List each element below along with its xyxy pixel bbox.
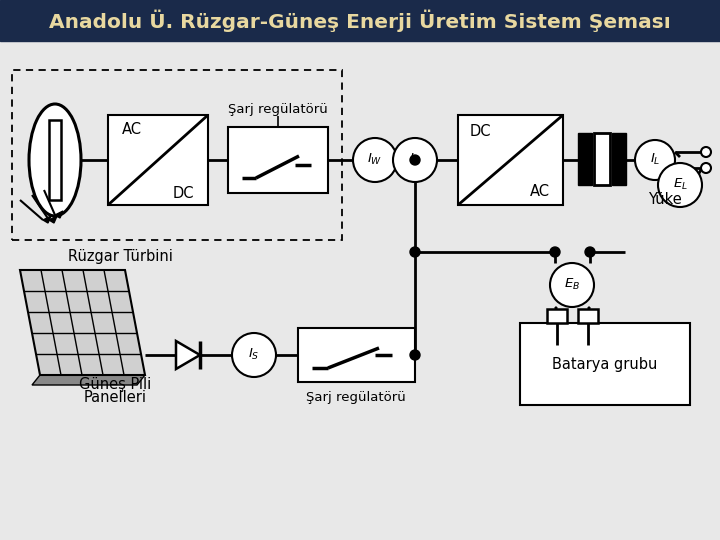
Bar (612, 133, 626, 185)
Circle shape (701, 147, 711, 157)
Bar (594, 133, 610, 185)
Circle shape (550, 263, 594, 307)
Text: $I_W$: $I_W$ (367, 151, 382, 166)
Text: Panelleri: Panelleri (84, 390, 146, 406)
Bar (0, 0, 720, 41)
Bar (228, 127, 328, 193)
Text: $E_B$: $E_B$ (564, 276, 580, 292)
Circle shape (353, 138, 397, 182)
Circle shape (410, 247, 420, 257)
Bar (458, 115, 563, 205)
Bar (520, 323, 690, 405)
Polygon shape (49, 216, 57, 223)
Text: $I_S$: $I_S$ (248, 347, 260, 362)
Circle shape (550, 247, 560, 257)
Bar (578, 309, 598, 323)
Polygon shape (20, 270, 145, 375)
Circle shape (585, 247, 595, 257)
Ellipse shape (29, 104, 81, 216)
Text: Rüzgar Türbini: Rüzgar Türbini (68, 249, 172, 265)
Circle shape (232, 333, 276, 377)
Circle shape (658, 163, 702, 207)
Text: Şarj regülatörü: Şarj regülatörü (228, 104, 328, 117)
Circle shape (393, 138, 437, 182)
Circle shape (701, 163, 711, 173)
Text: $I_B$: $I_B$ (409, 151, 421, 166)
Text: DC: DC (172, 186, 194, 200)
Text: Batarya grubu: Batarya grubu (552, 356, 657, 372)
Text: Yüke: Yüke (648, 192, 682, 207)
Polygon shape (55, 211, 63, 218)
Polygon shape (176, 341, 200, 369)
Text: DC: DC (469, 125, 491, 139)
Circle shape (635, 140, 675, 180)
Bar (12, 70, 342, 240)
Text: Şarj regülatörü: Şarj regülatörü (306, 390, 406, 403)
Bar (578, 133, 592, 185)
Text: Anadolu Ü. Rüzgar-Güneş Enerji Üretim Sistem Şeması: Anadolu Ü. Rüzgar-Güneş Enerji Üretim Si… (49, 10, 671, 32)
Text: AC: AC (530, 185, 550, 199)
Circle shape (410, 350, 420, 360)
Bar (547, 309, 567, 323)
Text: $I_L$: $I_L$ (649, 151, 660, 166)
Bar (108, 115, 208, 205)
Bar (298, 328, 415, 382)
Text: AC: AC (122, 123, 142, 138)
Text: Güneş Pili: Güneş Pili (79, 377, 151, 393)
Polygon shape (32, 375, 145, 385)
Bar (49, 120, 61, 200)
Polygon shape (43, 216, 51, 223)
Text: $E_L$: $E_L$ (672, 177, 688, 192)
Circle shape (410, 155, 420, 165)
